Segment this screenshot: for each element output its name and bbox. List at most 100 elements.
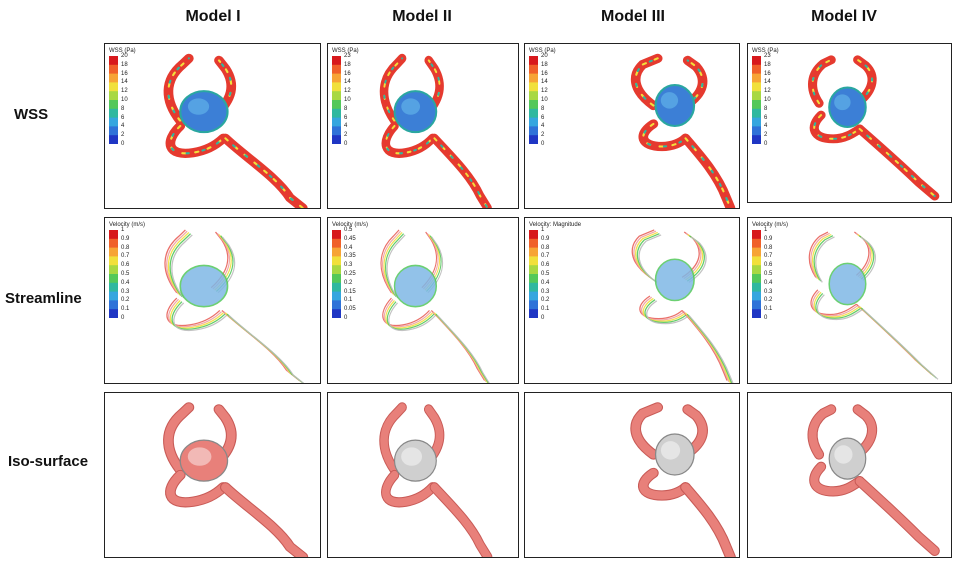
parent-artery (430, 133, 492, 208)
column-title-model-1: Model I (185, 8, 241, 25)
panel-streamline-model-1: Velocity (m/s) 1 0.9 0.8 0.7 0.6 0.5 0.4 0.3 0.2 0… (104, 217, 321, 384)
legend-color-swatch (332, 265, 341, 275)
legend-tick-label: 0.1 (764, 306, 773, 313)
legend-color-swatch (332, 300, 341, 310)
legend-color-swatch (109, 126, 118, 136)
wss-speckle (813, 114, 861, 140)
streamline (808, 231, 829, 278)
streamline (167, 231, 190, 296)
legend-tick-label: 20 (541, 53, 548, 59)
aneurysm-model-render (807, 404, 940, 556)
streamline (388, 302, 436, 332)
streamline (169, 233, 192, 297)
sac-highlight (834, 94, 851, 111)
legend-tick-label: 2 (541, 132, 545, 139)
wss-speckle (811, 58, 833, 105)
legend-title: WSS (Pa) (529, 48, 556, 54)
streamline (171, 301, 226, 330)
legend-color-swatch (109, 82, 118, 92)
legend-color-swatch (109, 274, 118, 284)
streamline (432, 311, 487, 383)
iso-surface-vessel (430, 483, 492, 557)
iso-surface-vessel (221, 483, 308, 557)
legend-color-swatch (332, 309, 341, 318)
legend-color-swatch (332, 238, 341, 249)
legend-tick-label: 0.15 (344, 288, 356, 295)
legend-color-swatch (332, 126, 341, 136)
wss-speckle (224, 137, 304, 208)
legend-color-swatch (752, 82, 761, 92)
iso-surface-vessel (810, 462, 864, 496)
streamline (813, 235, 834, 282)
legend-color-swatch (332, 56, 341, 66)
legend-tick-label: 0.1 (541, 306, 550, 313)
legend-tick-label: 0.9 (541, 235, 550, 242)
legend-title: WSS (Pa) (332, 48, 359, 54)
legend-tick-label: 16 (121, 70, 128, 77)
legend-color-swatch (109, 309, 118, 318)
legend-color-swatch (752, 117, 761, 127)
legend-tick-label: 0.9 (764, 235, 773, 242)
legend-color-swatch (529, 247, 538, 257)
color-legend: Velocity (m/s) 1 0.9 0.8 0.7 0.6 0.5 0.4 0.3 0.2 0… (752, 222, 792, 321)
legend-color-swatch (752, 56, 761, 66)
streamline (228, 314, 305, 383)
legend-title: Velocity: Magnitude (529, 222, 582, 228)
column-title-model-2: Model II (392, 8, 452, 25)
aneurysm-model-render (163, 402, 309, 557)
legend-color-swatch (752, 135, 761, 144)
legend-tick-label: 10 (121, 97, 128, 103)
sac-highlight (187, 447, 212, 466)
iso-surface-vessel (808, 405, 836, 459)
legend-tick-label: 0.9 (121, 235, 130, 242)
legend-color-swatch (752, 247, 761, 257)
panel-iso-surface-model-3 (524, 392, 740, 558)
legend-tick-label: 12 (344, 88, 351, 95)
wss-speckle (224, 137, 304, 208)
legend-color-swatch (109, 247, 118, 257)
legend-tick-label: 0.8 (121, 244, 130, 251)
legend-color-swatch (752, 126, 761, 136)
panel-iso-surface-model-1 (104, 392, 321, 558)
wss-speckle (634, 57, 659, 107)
legend-tick-label: 0.1 (121, 306, 130, 313)
streamline (642, 297, 686, 322)
aneurysm-sac (393, 264, 438, 308)
row-label-wss: WSS (14, 106, 49, 123)
legend-color-swatch (109, 117, 118, 127)
legend-color-bar (332, 230, 341, 318)
legend-tick-label: 10 (764, 97, 771, 103)
color-legend: WSS (Pa) 23 18 16 14 12 10 8 6 4 2 0 (752, 48, 792, 147)
legend-tick-label: 12 (121, 88, 128, 95)
streamline (813, 291, 860, 318)
parent-artery (680, 133, 736, 208)
legend-color-swatch (109, 300, 118, 310)
legend-tick-label: 1 (764, 227, 768, 233)
iso-surface-vessel (855, 477, 939, 555)
wss-speckle (856, 58, 874, 103)
legend-tick-label: 0.2 (764, 297, 773, 304)
iso-surface-vessel (382, 470, 437, 507)
wss-speckle (383, 57, 404, 122)
wss-speckle (384, 124, 434, 155)
legend-tick-label: 0.4 (764, 279, 773, 286)
legend-tick-label: 18 (541, 61, 548, 68)
sac-highlight (660, 441, 681, 460)
legend-color-swatch (109, 230, 118, 240)
legend-tick-label: 4 (344, 123, 348, 130)
legend-color-swatch (109, 108, 118, 119)
legend-tick-label: 23 (764, 53, 771, 59)
legend-tick-label: 0.6 (121, 262, 130, 269)
streamline (437, 314, 490, 383)
aneurysm-sac (179, 264, 229, 308)
legend-tick-label: 0 (764, 315, 768, 321)
legend-tick-label: 2 (121, 132, 125, 139)
legend-tick-label: 6 (344, 114, 348, 121)
legend-color-swatch (752, 108, 761, 119)
legend-color-swatch (529, 300, 538, 310)
wss-speckle (684, 59, 704, 107)
row-label-streamline: Streamline (5, 290, 82, 307)
legend-color-swatch (529, 117, 538, 127)
legend-color-swatch (752, 64, 761, 75)
legend-tick-label: 0.6 (541, 262, 550, 269)
